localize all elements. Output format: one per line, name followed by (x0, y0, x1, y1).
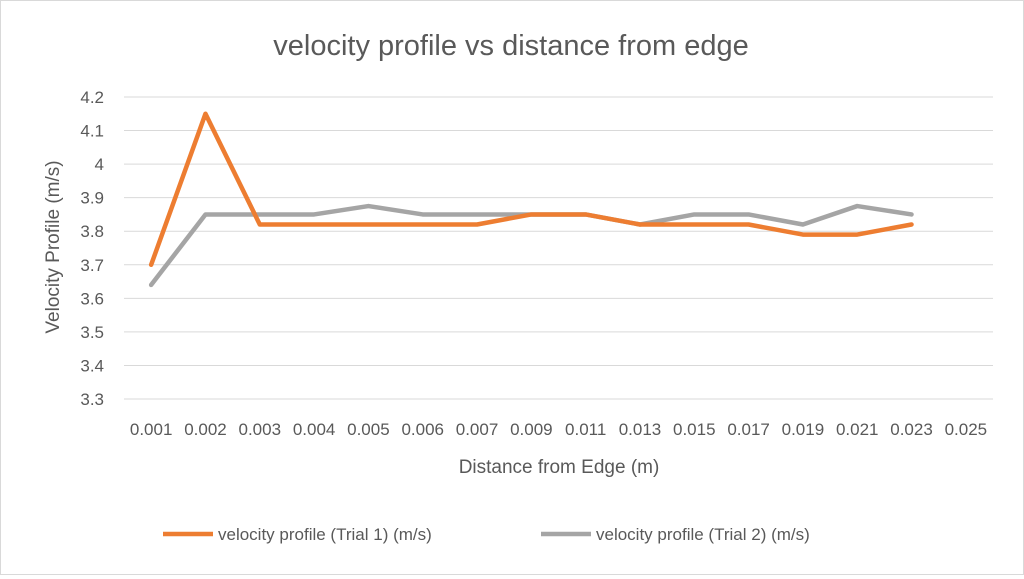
x-tick-label: 0.006 (401, 420, 444, 439)
x-axis-label: Distance from Edge (m) (459, 457, 660, 478)
y-tick-label: 3.9 (80, 189, 104, 208)
x-tick-label: 0.019 (782, 420, 825, 439)
y-tick-label: 3.7 (80, 256, 104, 275)
x-tick-label: 0.023 (890, 420, 933, 439)
x-tick-label: 0.003 (239, 420, 282, 439)
x-tick-label: 0.017 (727, 420, 770, 439)
x-tick-label: 0.021 (836, 420, 879, 439)
y-tick-label: 3.8 (80, 222, 104, 241)
y-tick-label: 4.2 (80, 88, 104, 107)
x-tick-label: 0.013 (619, 420, 662, 439)
legend: velocity profile (Trial 1) (m/s) velocity… (163, 525, 810, 544)
legend-label-trial-2: velocity profile (Trial 2) (m/s) (596, 525, 810, 544)
y-tick-label: 3.6 (80, 289, 104, 308)
series-layer (148, 111, 914, 288)
y-tick-label: 4.1 (80, 122, 104, 141)
x-tick-labels: 0.001 0.002 0.003 0.004 0.005 0.006 0.007 0.009… (130, 420, 987, 439)
y-tick-label: 3.4 (80, 356, 104, 375)
x-tick-label: 0.004 (293, 420, 336, 439)
x-tick-label: 0.001 (130, 420, 173, 439)
chart-title: velocity profile vs distance from edge (273, 30, 749, 62)
y-tick-label: 4 (95, 155, 104, 174)
series-line-trial-2 (148, 203, 914, 288)
y-tick-label: 3.5 (80, 323, 104, 342)
x-tick-label: 0.025 (945, 420, 988, 439)
x-tick-label: 0.009 (510, 420, 553, 439)
x-tick-label: 0.011 (565, 420, 606, 439)
x-tick-label: 0.015 (673, 420, 716, 439)
y-tick-labels: 3.3 3.4 3.5 3.6 3.7 3.8 3.9 4 4.1 4.2 (80, 88, 104, 409)
x-tick-label: 0.005 (347, 420, 390, 439)
legend-label-trial-1: velocity profile (Trial 1) (m/s) (218, 525, 432, 544)
grid-layer (124, 96, 993, 400)
y-axis-label: Velocity Profile (m/s) (43, 160, 64, 333)
y-tick-label: 3.3 (80, 390, 104, 409)
series-line-trial-1 (148, 111, 914, 268)
x-tick-label: 0.007 (456, 420, 499, 439)
x-tick-label: 0.002 (184, 420, 227, 439)
